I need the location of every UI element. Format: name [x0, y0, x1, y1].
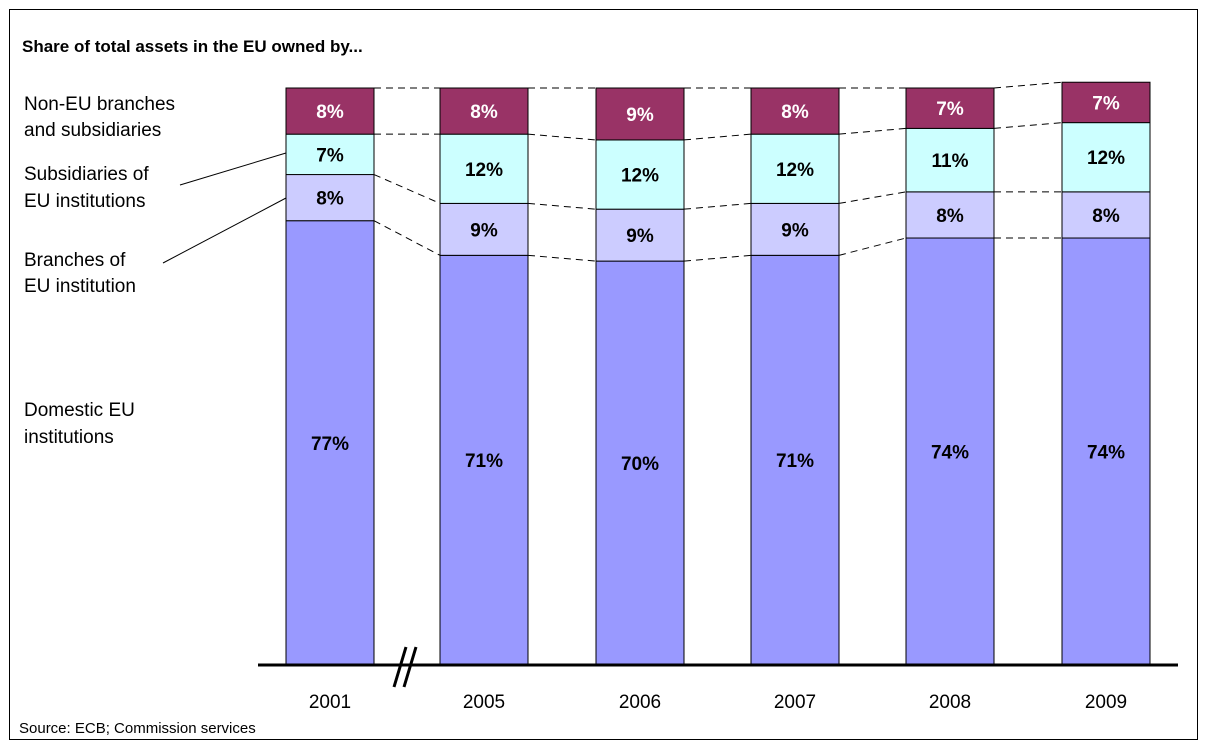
axis-break-mark	[392, 646, 408, 688]
bar-segment-2008-1	[905, 237, 995, 666]
bar-segment-2006-2	[595, 208, 685, 262]
data-label: 8%	[781, 102, 809, 123]
x-tick-label: 2007	[774, 692, 816, 713]
connector-line	[838, 191, 907, 204]
bar-segment-2007-2	[750, 202, 840, 256]
data-label: 71%	[465, 451, 503, 472]
bar-segment-2006-3	[595, 139, 685, 210]
data-label: 8%	[316, 102, 344, 123]
legend-label: Branches of	[24, 250, 126, 271]
bar-segment-2006-1	[595, 260, 685, 666]
bar-segment-2001-4	[285, 87, 375, 135]
connector-line	[683, 254, 752, 262]
x-tick-label: 2008	[929, 692, 971, 713]
legend-label: Domestic EU	[24, 400, 135, 421]
connector-line	[683, 202, 752, 210]
data-label: 9%	[626, 105, 654, 126]
legend-label: EU institution	[24, 276, 136, 297]
connector-line	[373, 174, 441, 204]
x-tick-label: 2001	[309, 692, 351, 713]
data-label: 9%	[626, 226, 654, 247]
data-label: 9%	[781, 220, 809, 241]
legend-leader-line	[179, 152, 287, 186]
data-label: 8%	[1092, 206, 1120, 227]
bar-segment-2008-3	[905, 127, 995, 193]
data-label: 12%	[776, 160, 814, 181]
data-label: 74%	[931, 443, 969, 464]
data-label: 8%	[470, 102, 498, 123]
data-label: 12%	[1087, 148, 1125, 169]
bar-segment-2007-3	[750, 133, 840, 204]
bar-segment-2008-2	[905, 191, 995, 239]
data-label: 9%	[470, 220, 498, 241]
bar-segment-2009-4	[1061, 81, 1151, 124]
bar-segment-2001-2	[285, 174, 375, 222]
connector-line	[373, 220, 441, 256]
connector-line	[527, 202, 597, 210]
connector-line	[838, 127, 907, 135]
legend-label: EU institutions	[24, 191, 145, 212]
bar-segment-2005-2	[439, 202, 529, 256]
connector-line	[993, 81, 1063, 89]
axis-break-mark	[402, 646, 418, 688]
data-label: 7%	[936, 99, 964, 120]
data-label: 12%	[621, 166, 659, 187]
bar-segment-2007-4	[750, 87, 840, 135]
data-label: 11%	[932, 151, 969, 172]
data-label: 8%	[316, 189, 344, 210]
connector-line	[838, 237, 907, 256]
bar-segment-2005-3	[439, 133, 529, 204]
data-label: 8%	[936, 206, 964, 227]
data-label: 7%	[316, 145, 344, 166]
bar-segment-2009-1	[1061, 237, 1151, 666]
data-label: 71%	[776, 451, 814, 472]
bar-segment-2001-3	[285, 133, 375, 176]
legend-label: and subsidiaries	[24, 120, 161, 141]
bar-segment-2006-4	[595, 87, 685, 141]
data-label: 12%	[465, 160, 503, 181]
x-tick-label: 2009	[1085, 692, 1127, 713]
bar-segment-2009-3	[1061, 122, 1151, 193]
data-label: 7%	[1092, 93, 1120, 114]
source-note: Source: ECB; Commission services	[19, 720, 256, 737]
data-label: 70%	[621, 454, 659, 475]
connector-line	[527, 254, 597, 262]
x-tick-label: 2005	[463, 692, 505, 713]
legend-label: Subsidiaries of	[24, 164, 149, 185]
x-tick-label: 2006	[619, 692, 661, 713]
bar-segment-2008-4	[905, 87, 995, 129]
chart-title: Share of total assets in the EU owned by…	[22, 37, 363, 56]
connector-line	[683, 133, 752, 141]
connector-line	[527, 133, 597, 141]
bar-segment-2007-1	[750, 254, 840, 666]
bar-segment-2005-4	[439, 87, 529, 135]
bar-segment-2001-1	[285, 220, 375, 666]
legend-label: Non-EU branches	[24, 94, 175, 115]
bar-segment-2009-2	[1061, 191, 1151, 239]
chart-frame	[9, 9, 1198, 740]
legend-label: institutions	[24, 427, 114, 448]
legend-leader-line	[162, 197, 287, 264]
data-label: 77%	[311, 434, 349, 455]
connector-line	[993, 122, 1063, 129]
data-label: 74%	[1087, 443, 1125, 464]
